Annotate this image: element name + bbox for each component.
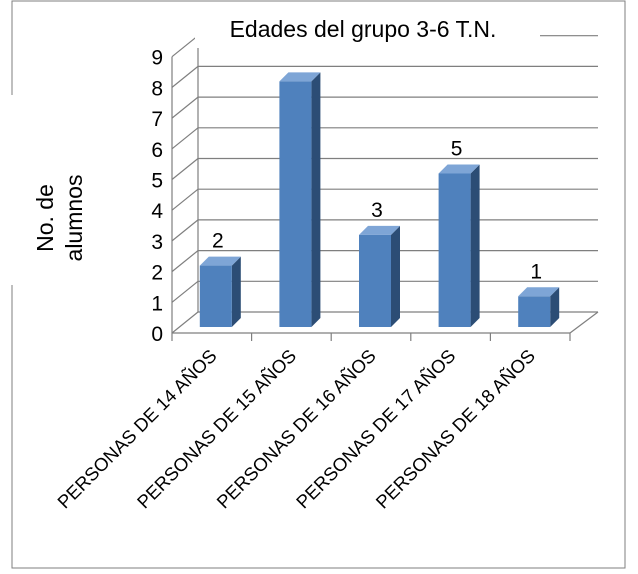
y-tick-label: 9 <box>151 47 163 70</box>
side-gridline <box>171 96 199 119</box>
side-gridline <box>171 219 199 242</box>
bar-top <box>279 72 321 82</box>
chart-title: Edades del grupo 3-6 T.N. <box>230 16 497 42</box>
side-gridline <box>171 188 199 211</box>
y-tick-label: 8 <box>151 77 163 100</box>
ylabel-backdrop <box>2 95 30 285</box>
y-tick-label: 3 <box>151 231 163 254</box>
bar-side <box>231 256 241 327</box>
side-gridline <box>171 158 199 180</box>
data-label: 3 <box>371 199 383 222</box>
y-tick-label: 1 <box>151 292 163 315</box>
side-gridline <box>171 311 199 334</box>
side-gridline <box>171 127 199 150</box>
bar <box>518 296 551 327</box>
data-label: 1 <box>530 260 542 283</box>
y-tick-label: 7 <box>151 108 163 131</box>
side-gridline <box>171 280 199 303</box>
bar <box>438 173 471 327</box>
ylabel-line-1: No. de <box>32 184 58 252</box>
y-tick-label: 0 <box>151 323 163 346</box>
bar-group <box>199 256 241 327</box>
side-gridline <box>171 35 199 58</box>
side-gridline <box>171 65 199 88</box>
bar-top <box>359 225 400 235</box>
bar-group <box>359 225 400 327</box>
data-label: 2 <box>212 230 224 253</box>
bar-top <box>438 164 480 174</box>
bar-top <box>199 256 241 266</box>
y-tick-label: 6 <box>151 139 163 162</box>
y-tick-label: 5 <box>151 170 163 193</box>
data-label: 5 <box>451 138 463 161</box>
axes <box>171 35 599 341</box>
bar-side <box>391 225 400 327</box>
y-tick-label: 4 <box>151 200 163 223</box>
bar-side <box>550 287 560 327</box>
bars <box>199 72 560 328</box>
title-backdrop <box>195 8 540 48</box>
side-gridline <box>171 250 199 273</box>
bar <box>279 81 312 328</box>
floor-edge <box>569 311 599 334</box>
bar <box>359 234 391 327</box>
bar-top <box>518 287 560 297</box>
bar-group <box>438 164 480 327</box>
y-tick-label: 2 <box>151 262 163 285</box>
gridlines <box>171 35 598 334</box>
bar <box>199 265 232 327</box>
bar-side <box>311 72 321 328</box>
bar-side <box>470 164 480 327</box>
bar-group <box>279 72 321 328</box>
bar-group <box>518 287 560 327</box>
ylabel-line-2: alumnos <box>61 175 87 262</box>
